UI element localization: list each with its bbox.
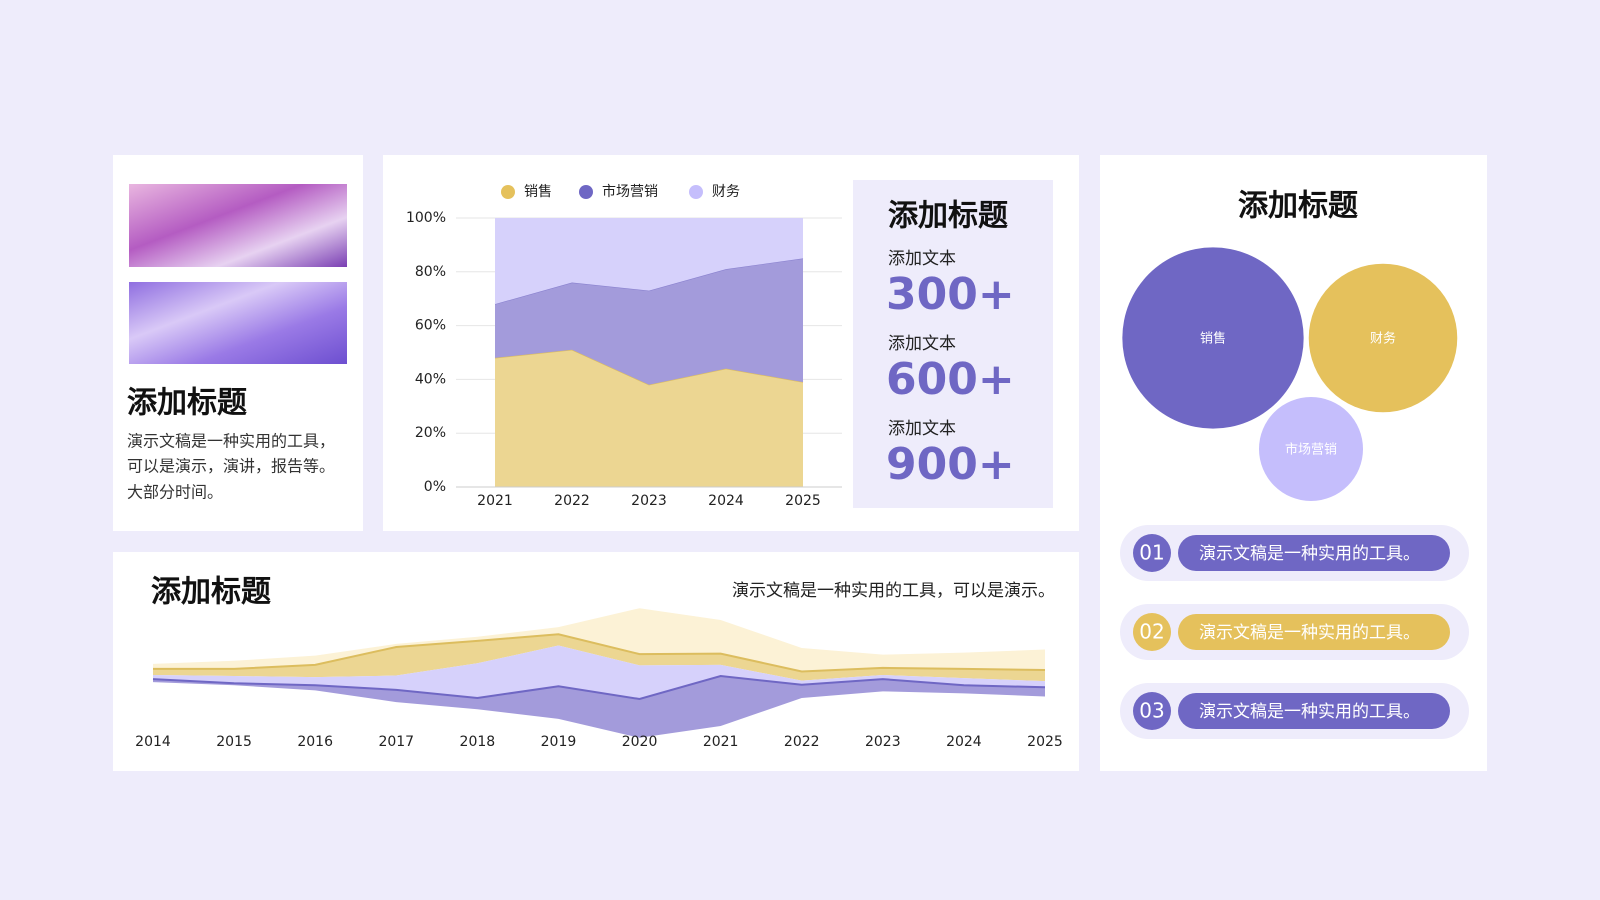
area	[495, 218, 803, 305]
x-tick-label: 2016	[297, 734, 333, 750]
list-text: 演示文稿是一种实用的工具。	[1199, 702, 1420, 722]
x-tick-label: 2019	[541, 734, 577, 750]
card-text: 演示文稿是一种实用的工具，	[127, 432, 335, 451]
stat-label: 添加文本	[888, 334, 956, 354]
y-tick-label: 80%	[415, 264, 446, 280]
legend-label: 财务	[712, 184, 740, 200]
bubble	[1258, 396, 1364, 502]
stat-label: 添加文本	[888, 249, 956, 269]
list-text-pill	[1178, 693, 1450, 729]
stream-layer	[153, 634, 1045, 682]
x-tick-label: 2021	[703, 734, 739, 750]
card-title: 添加标题	[127, 386, 247, 421]
stat-label: 添加文本	[888, 419, 956, 439]
bubble	[1308, 263, 1458, 413]
stat-value: 600+	[886, 354, 1015, 405]
list-text: 演示文稿是一种实用的工具。	[1199, 623, 1420, 643]
list-number: 02	[1139, 620, 1164, 644]
x-tick-label: 2022	[554, 493, 590, 509]
y-tick-label: 0%	[424, 479, 446, 495]
bubble-label: 市场营销	[1285, 442, 1337, 458]
card-text: 大部分时间。	[127, 483, 223, 502]
bubble-title: 添加标题	[1238, 189, 1358, 224]
x-tick-label: 2023	[631, 493, 667, 509]
x-tick-label: 2018	[460, 734, 496, 750]
bubble	[1122, 247, 1304, 429]
x-tick-label: 2024	[708, 493, 744, 509]
legend-swatch	[501, 185, 515, 199]
list-number-badge	[1133, 692, 1171, 730]
list-number-badge	[1133, 534, 1171, 572]
stream-edge	[152, 675, 1046, 701]
y-tick-label: 40%	[415, 371, 446, 387]
stream-subtitle: 演示文稿是一种实用的工具，可以是演示。	[732, 581, 1055, 601]
stat-value: 900+	[886, 439, 1015, 490]
list-text: 演示文稿是一种实用的工具。	[1199, 544, 1420, 564]
area	[495, 258, 803, 385]
stream-title: 添加标题	[151, 575, 271, 610]
area	[495, 349, 803, 487]
y-tick-label: 100%	[406, 210, 446, 226]
stats-panel	[853, 180, 1053, 508]
x-tick-label: 2025	[785, 493, 821, 509]
x-tick-label: 2020	[622, 734, 658, 750]
legend-swatch	[579, 185, 593, 199]
x-tick-label: 2023	[865, 734, 901, 750]
stream-edge	[153, 633, 1046, 673]
bubble-label: 财务	[1370, 331, 1396, 347]
list-number: 01	[1139, 541, 1164, 565]
x-tick-label: 2024	[946, 734, 982, 750]
list-text-pill	[1178, 614, 1450, 650]
y-tick-label: 20%	[415, 425, 446, 441]
x-tick-label: 2014	[135, 734, 171, 750]
image	[129, 282, 347, 364]
x-tick-label: 2022	[784, 734, 820, 750]
stream-layer	[153, 608, 1045, 672]
legend-swatch	[689, 185, 703, 199]
list-number: 03	[1139, 699, 1164, 723]
y-tick-label: 60%	[415, 318, 446, 334]
x-tick-label: 2021	[477, 493, 513, 509]
stream-layer	[153, 676, 1045, 738]
image	[129, 184, 347, 267]
card-text: 可以是演示，演讲，报告等。	[127, 457, 335, 476]
list-text-pill	[1178, 535, 1450, 571]
x-tick-label: 2017	[378, 734, 414, 750]
legend-label: 市场营销	[602, 183, 658, 200]
list-number-badge	[1133, 613, 1171, 651]
stats-title: 添加标题	[888, 199, 1008, 234]
bubble-label: 销售	[1200, 331, 1226, 347]
x-tick-label: 2025	[1027, 734, 1063, 750]
x-tick-label: 2015	[216, 734, 252, 750]
stream-layer	[153, 645, 1045, 700]
stat-value: 300+	[886, 269, 1015, 320]
legend-label: 销售	[524, 184, 552, 200]
